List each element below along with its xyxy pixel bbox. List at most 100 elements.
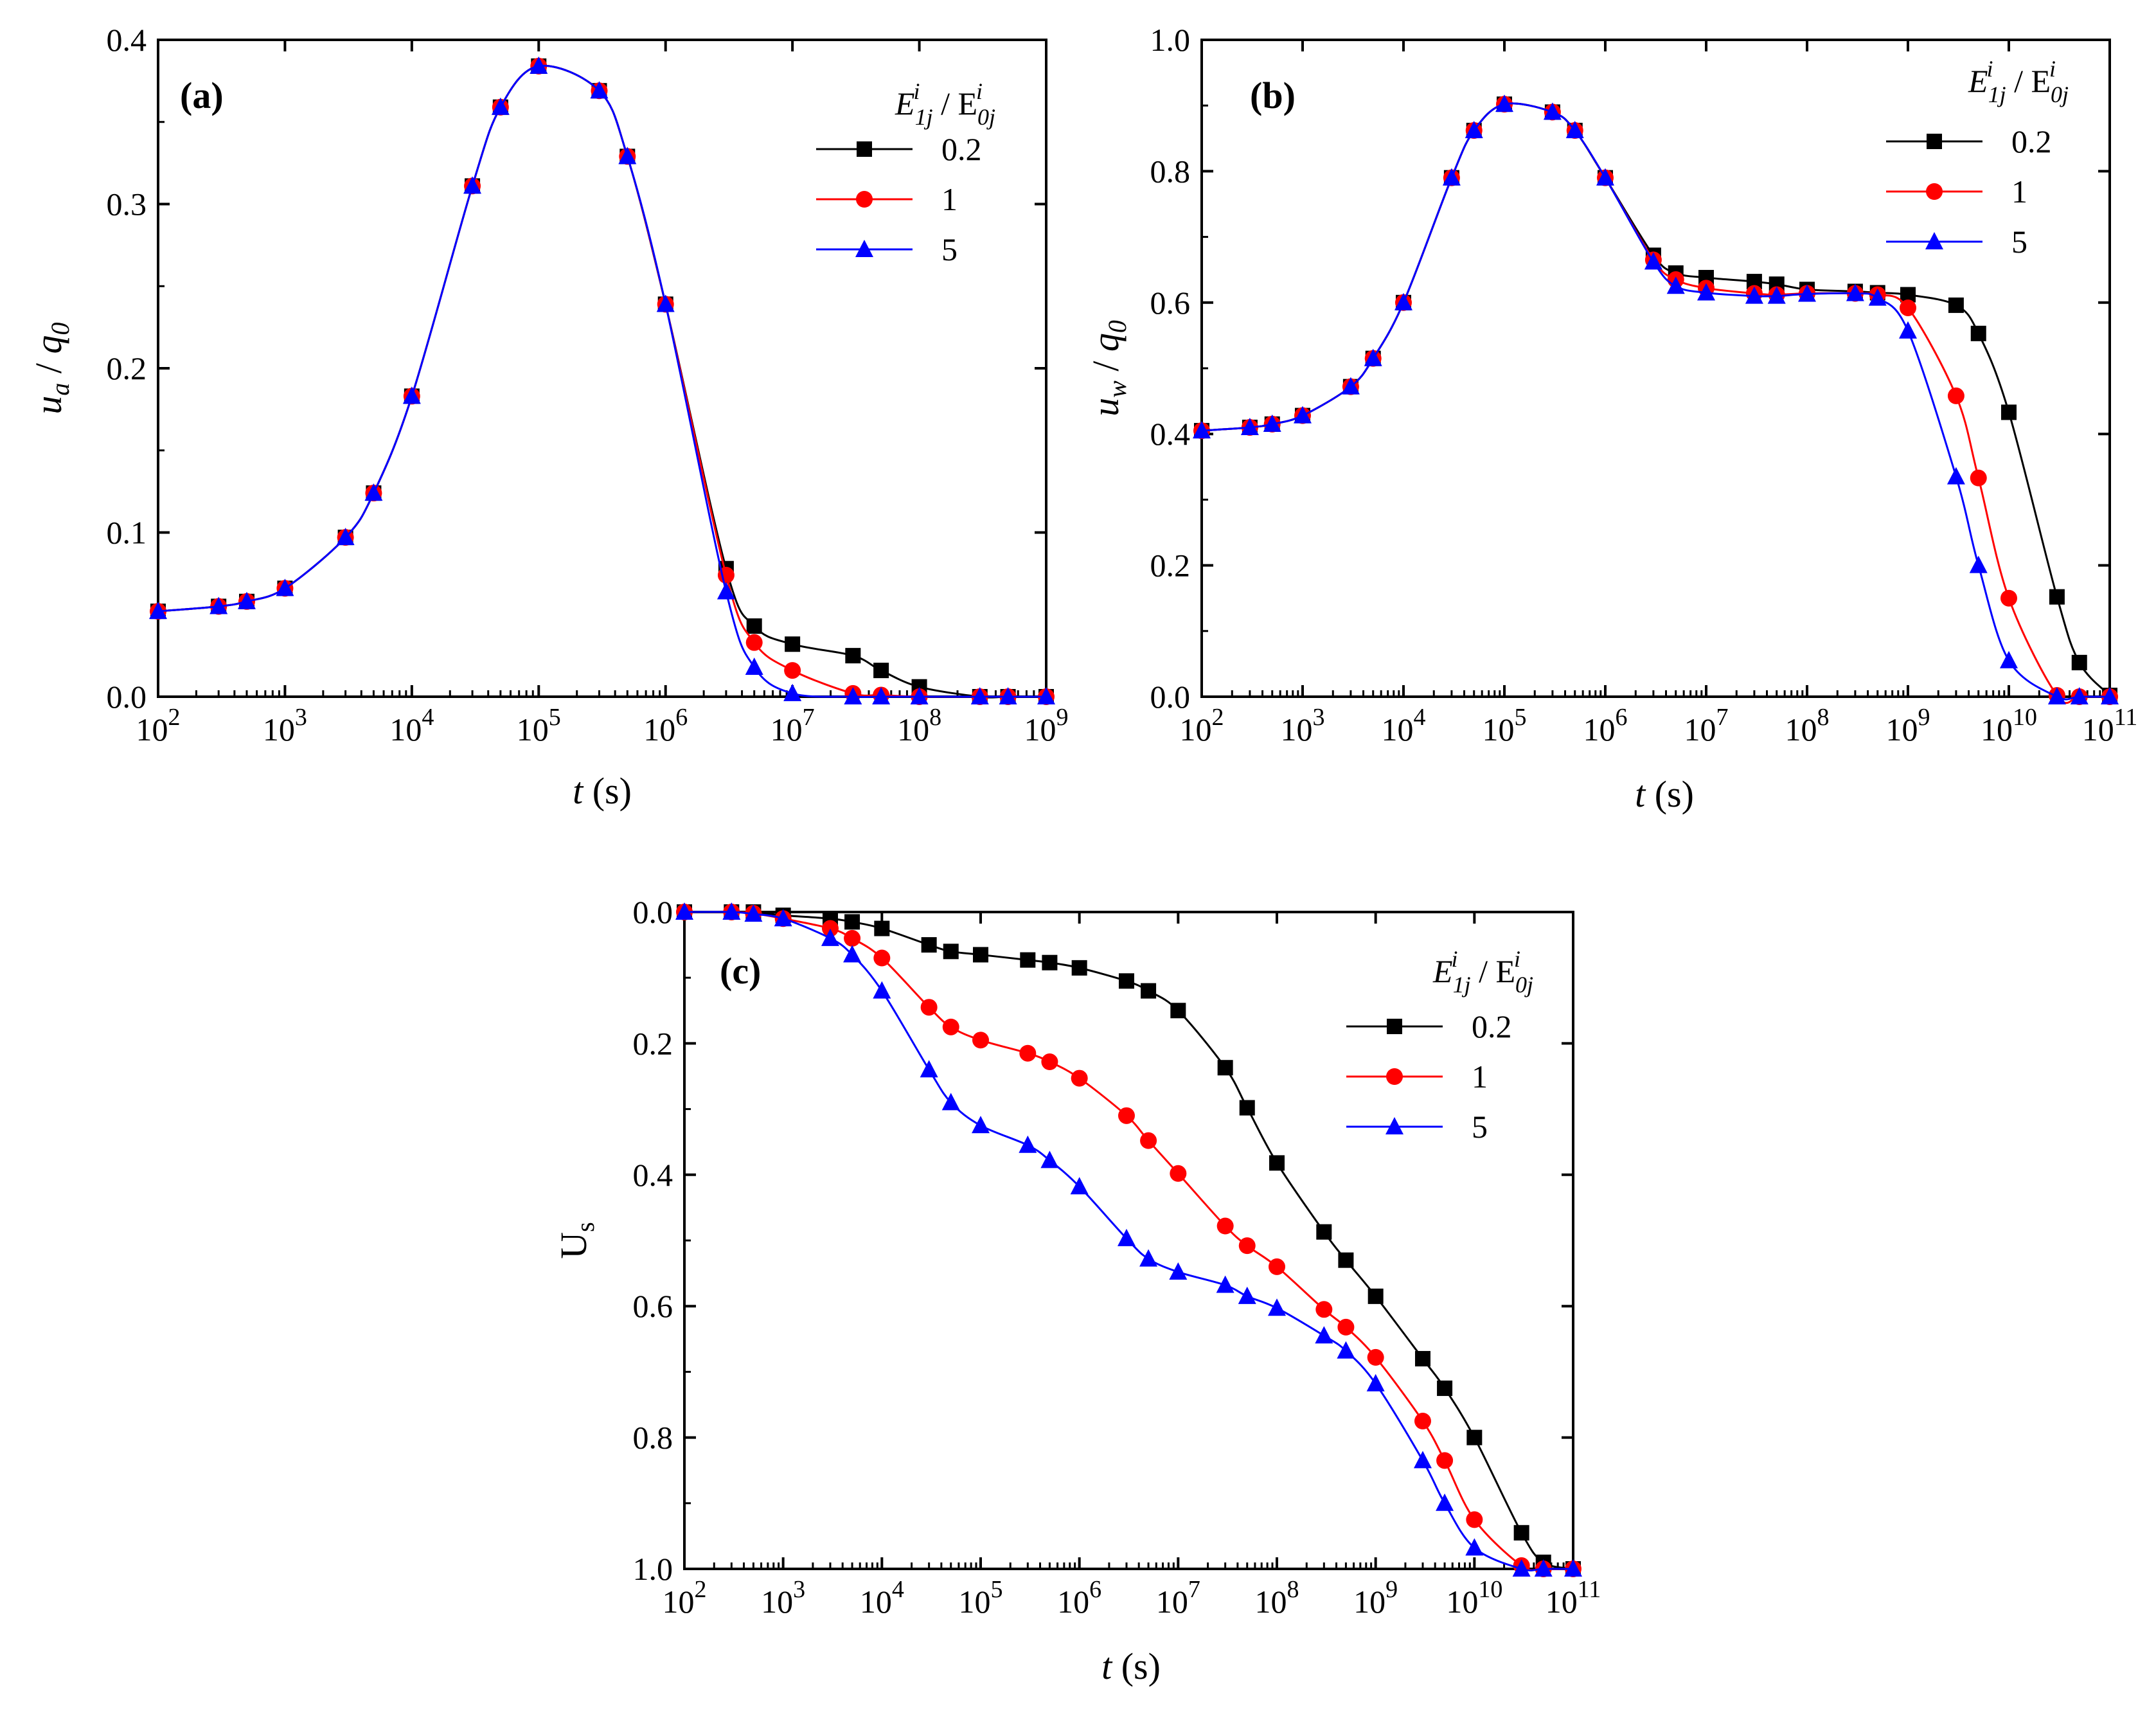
panel-c-legend-marker-0 xyxy=(1387,1019,1402,1034)
panel-b-series-1-point xyxy=(2000,589,2017,607)
panel-c-series-2-point xyxy=(774,909,792,927)
panel-c-series-2-point xyxy=(1019,1135,1037,1153)
panel-a-legend-label-2: 5 xyxy=(941,231,958,267)
panel-b-series-0-point xyxy=(2071,654,2087,670)
panel-b-series-2-point xyxy=(1294,406,1312,424)
panel-a-series-2-point xyxy=(590,81,609,99)
panel-c-series-0-point xyxy=(1316,1224,1332,1240)
panel-a-y-tick-label: 0.3 xyxy=(107,186,147,222)
panel-b-series-2-point xyxy=(2000,650,2018,668)
panel-a-label: (a) xyxy=(180,75,224,116)
panel-c-y-tick-label: 0.2 xyxy=(633,1025,673,1061)
panel-a-series-2-point xyxy=(149,602,167,620)
panel-c-y-tick-label: 0.4 xyxy=(633,1157,673,1193)
panel-b-x-tick-label: 103 xyxy=(1281,704,1325,747)
panel-b-x-axis-title: t (s) xyxy=(1635,773,1694,815)
panel-c-y-tick-label: 0.8 xyxy=(633,1420,673,1456)
panel-b-series-2-point xyxy=(1947,467,1965,485)
panel-b-y-axis-title: uw / q0 xyxy=(1085,320,1132,416)
panel-c-series xyxy=(675,902,1582,1577)
panel-a-legend-label-1: 1 xyxy=(941,181,958,217)
panel-a-series-2-point xyxy=(237,591,256,609)
panel-a-legend-label-0: 0.2 xyxy=(941,131,982,167)
panel-a-series-2-point xyxy=(745,658,763,676)
panel-c-series-1-point xyxy=(1466,1511,1483,1528)
panel-a-series-2-point xyxy=(656,294,675,312)
panel-a-series-0-line xyxy=(157,64,1046,699)
panel-b-series-2-point xyxy=(1767,286,1786,304)
panel-a-legend-title: Ei 1j / Ei 0j xyxy=(895,78,995,130)
panel-b-y-tick-label: 0.4 xyxy=(1150,416,1191,452)
panel-a-series-1-line xyxy=(157,64,1046,698)
panel-b-series-2-point xyxy=(1263,414,1281,432)
panel-b-axes: 102 103 104 105 106 107 108 109 1010 1011 0.0 0.2 0.… xyxy=(1150,22,2138,747)
panel-a-legend-item-2: 5 xyxy=(816,231,958,267)
panel-c-series-1-point xyxy=(942,1018,959,1035)
panel-a-series-2-point xyxy=(402,386,421,404)
panel-b-series-0-point xyxy=(1970,325,1986,341)
panel-c-series-0-point xyxy=(1042,954,1058,971)
panel-b-legend-item-0: 0.2 xyxy=(1886,123,2052,159)
panel-b-series-2-point xyxy=(1193,421,1211,439)
panel-b-y-tick-label: 1.0 xyxy=(1150,22,1191,58)
panel-a-series-1-point xyxy=(784,662,801,679)
panel-c-series-2-point xyxy=(1216,1275,1234,1293)
panel-b-series-2-point xyxy=(1394,292,1412,310)
panel-c-series-1-point xyxy=(1436,1452,1454,1469)
panel-c-series-2-point xyxy=(1465,1538,1484,1556)
panel-b-y-tick-label: 0.2 xyxy=(1150,548,1191,584)
panel-a-x-tick-label: 103 xyxy=(263,704,307,747)
panel-c-legend: Ei 1j / Ei 0j 0.2 1 5 xyxy=(1346,946,1533,1145)
panel-c-series-0-point xyxy=(921,937,937,953)
panel-a-series-0-point xyxy=(785,636,801,652)
panel-c-series-2-point xyxy=(1564,1559,1582,1577)
panel-c-series-0-point xyxy=(1368,1288,1384,1304)
panel-c-series-2-point xyxy=(1366,1374,1385,1391)
panel-a-legend-item-0: 0.2 xyxy=(816,131,982,167)
panel-b-x-tick-label: 108 xyxy=(1785,704,1830,747)
panel-b-x-tick-label: 102 xyxy=(1180,704,1224,747)
panel-a-x-tick-label: 107 xyxy=(771,704,815,747)
panel-a-x-axis-title: t (s) xyxy=(573,770,632,812)
panel-a-series-2-point xyxy=(844,687,862,704)
panel-c-series-0-point xyxy=(1141,983,1157,999)
panel-c-series-2-point xyxy=(1512,1559,1531,1577)
panel-c-series-2-point xyxy=(675,902,693,920)
panel-b-series-0-point xyxy=(2049,589,2065,605)
panel-c-series-1-point xyxy=(1041,1053,1058,1071)
panel-b-series-2-point xyxy=(1868,288,1887,306)
panel-b-series-0-point xyxy=(1948,297,1964,313)
panel-b-series-2-point xyxy=(1745,286,1763,304)
panel-b-series-1-point xyxy=(1947,387,1964,404)
panel-b-series-2-line xyxy=(1201,102,2110,701)
panel-c-x-tick-label: 107 xyxy=(1156,1576,1200,1620)
panel-b-y-tick-label: 0.8 xyxy=(1150,153,1191,189)
panel-c-legend-item-1: 1 xyxy=(1346,1059,1488,1095)
panel-c-series-2-point xyxy=(1436,1493,1454,1511)
panel-a-y-tick-label: 0.2 xyxy=(107,350,147,386)
panel-c-legend-title: Ei 1j / Ei 0j xyxy=(1432,946,1533,998)
panel-b-series-1-line xyxy=(1201,102,2110,704)
panel-c-x-tick-label: 102 xyxy=(663,1576,707,1620)
panel-c-series-0-point xyxy=(943,944,959,960)
panel-b-series-2-point xyxy=(1495,94,1513,112)
panel-b-series-2-point xyxy=(1442,168,1461,186)
panel-c-x-tick-label: 1011 xyxy=(1546,1576,1601,1620)
panel-c-legend-item-0: 0.2 xyxy=(1346,1008,1512,1044)
panel-c-series-0-point xyxy=(1338,1252,1354,1268)
panel-a-legend-item-1: 1 xyxy=(816,181,958,217)
panel-a-series-2-point xyxy=(999,687,1017,704)
panel-c-series-2-point xyxy=(1169,1262,1188,1280)
panel-b-legend-item-1: 1 xyxy=(1886,174,2027,210)
panel-b-series xyxy=(1193,94,2119,705)
panel-a-series-2-point xyxy=(209,596,228,614)
panel-a-series-2-point xyxy=(717,582,735,600)
panel-c-series-2-point xyxy=(941,1093,960,1111)
panel-a-legend-marker-1 xyxy=(856,191,873,208)
panel-a-series-2-point xyxy=(276,578,294,596)
panel-c-series-1-point xyxy=(1216,1217,1234,1235)
panel-c-y-tick-label: 1.0 xyxy=(633,1551,673,1587)
panel-c-series-2-point xyxy=(1117,1228,1136,1246)
panel-b-x-tick-label: 1011 xyxy=(2082,704,2138,747)
panel-a-y-tick-label: 0.0 xyxy=(107,679,147,715)
